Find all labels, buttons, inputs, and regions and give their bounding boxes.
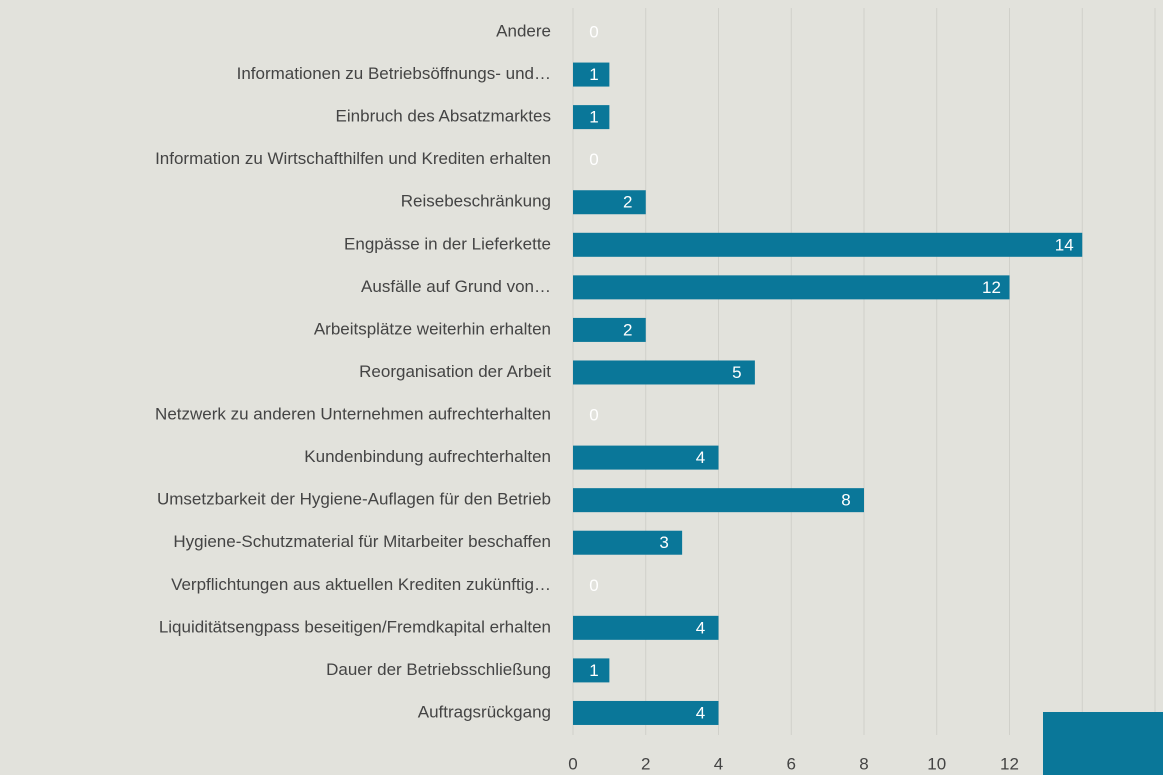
x-tick-label: 6 — [787, 754, 796, 773]
x-tick-label: 8 — [859, 754, 868, 773]
value-label: 0 — [589, 22, 598, 41]
y-tick-label: Netzwerk zu anderen Unternehmen aufrecht… — [155, 405, 551, 424]
value-label: 1 — [589, 65, 598, 84]
y-tick-label: Liquiditätsengpass beseitigen/Fremdkapit… — [159, 617, 551, 636]
bar — [573, 615, 719, 640]
y-tick-label: Reorganisation der Arbeit — [359, 362, 551, 381]
value-label: 3 — [659, 533, 668, 552]
y-tick-label: Arbeitsplätze weiterhin erhalten — [314, 319, 551, 338]
y-tick-label: Informationen zu Betriebsöffnungs- und… — [237, 64, 551, 83]
value-label: 5 — [732, 363, 741, 382]
corner-box — [1043, 712, 1163, 775]
bar — [573, 190, 646, 215]
value-label: 0 — [589, 576, 598, 595]
bar — [573, 530, 683, 555]
bar — [573, 62, 610, 87]
bar — [573, 700, 719, 725]
value-label: 1 — [589, 661, 598, 680]
value-label: 14 — [1055, 235, 1074, 254]
value-label: 12 — [982, 278, 1001, 297]
value-label: 0 — [589, 150, 598, 169]
value-label: 4 — [696, 703, 705, 722]
x-tick-label: 4 — [714, 754, 723, 773]
y-tick-label: Umsetzbarkeit der Hygiene-Auflagen für d… — [157, 490, 551, 509]
value-label: 2 — [623, 193, 632, 212]
y-tick-label: Engpässe in der Lieferkette — [344, 234, 551, 253]
value-label: 2 — [623, 320, 632, 339]
bar — [573, 658, 610, 683]
bar — [573, 360, 755, 385]
y-tick-label: Hygiene-Schutzmaterial für Mitarbeiter b… — [173, 532, 551, 551]
x-tick-label: 12 — [1000, 754, 1019, 773]
y-tick-label: Andere — [496, 21, 551, 40]
y-tick-label: Verpflichtungen aus aktuellen Krediten z… — [171, 575, 551, 594]
bar — [573, 105, 610, 130]
value-label: 0 — [589, 406, 598, 425]
y-tick-label: Dauer der Betriebsschließung — [326, 660, 551, 679]
y-tick-label: Auftragsrückgang — [418, 702, 551, 721]
value-label: 8 — [841, 491, 850, 510]
y-tick-label: Ausfälle auf Grund von… — [361, 277, 551, 296]
x-tick-label: 2 — [641, 754, 650, 773]
bar — [573, 317, 646, 342]
bar — [573, 445, 719, 470]
bar — [573, 275, 1010, 300]
y-tick-label: Einbruch des Absatzmarktes — [336, 107, 551, 126]
bar — [573, 488, 864, 513]
y-tick-label: Reisebeschränkung — [401, 192, 551, 211]
y-tick-label: Kundenbindung aufrechterhalten — [304, 447, 551, 466]
value-label: 1 — [589, 108, 598, 127]
value-label: 4 — [696, 618, 705, 637]
x-tick-label: 10 — [927, 754, 946, 773]
y-tick-label: Information zu Wirtschafthilfen und Kred… — [155, 149, 551, 168]
bar — [573, 232, 1083, 257]
x-tick-label: 0 — [568, 754, 577, 773]
value-label: 4 — [696, 448, 705, 467]
